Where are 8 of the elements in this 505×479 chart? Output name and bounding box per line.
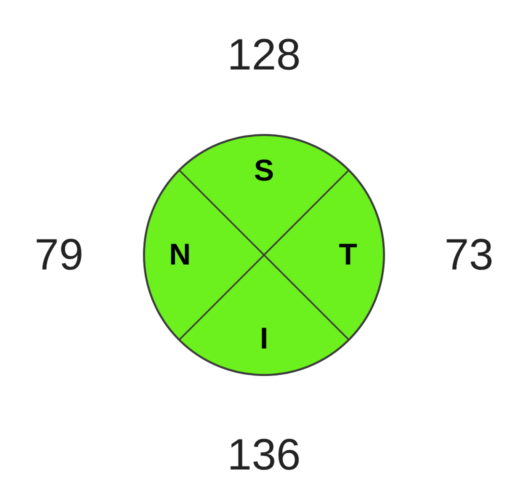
data-label: 79: [34, 230, 84, 280]
category-label: T: [338, 238, 358, 272]
data-label: 128: [227, 30, 301, 80]
data-label: 136: [227, 430, 301, 479]
data-label: 73: [444, 230, 494, 280]
category-label: N: [169, 238, 191, 272]
category-label: S: [254, 154, 274, 188]
category-label: I: [260, 322, 268, 356]
